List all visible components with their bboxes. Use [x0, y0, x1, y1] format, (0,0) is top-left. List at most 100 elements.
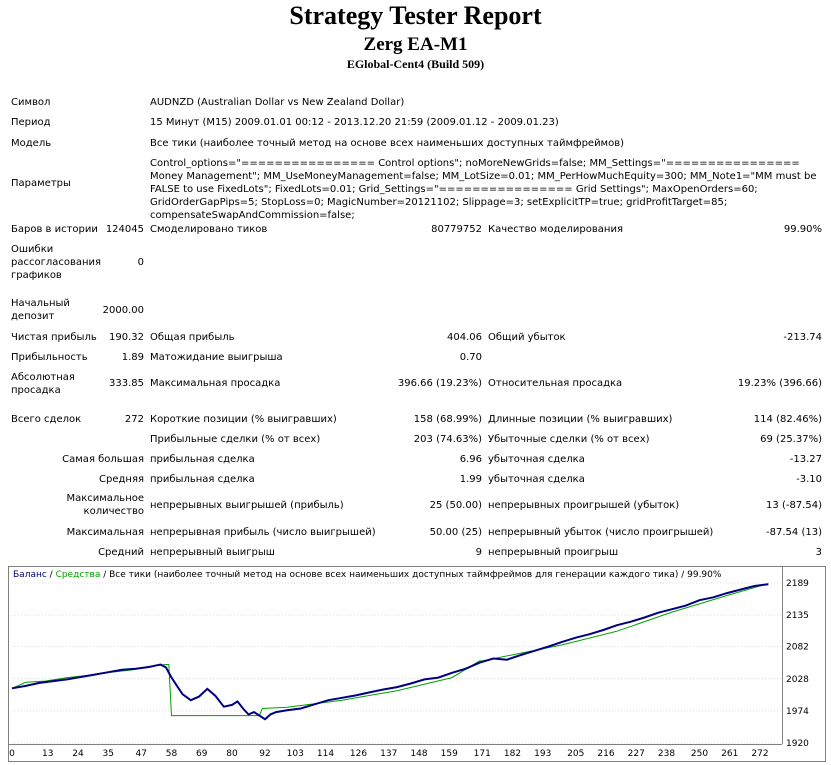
series-line-balance [11, 583, 769, 721]
x-tick-label: 69 [196, 749, 208, 759]
ticks-label: Смоделировано тиков [150, 224, 268, 235]
avg-losses-label: непрерывный проигрыш [488, 547, 619, 558]
cons-losses-label: непрерывных проигрышей (убыток) [488, 500, 680, 511]
abs-dd-label: Абсолютная просадка [11, 372, 75, 396]
cons-wins-value: 25 (50.00) [429, 500, 482, 511]
legend-sep2: / [100, 570, 109, 580]
avg-losses-value: 3 [815, 547, 822, 558]
x-tick-label: 103 [287, 749, 304, 759]
abs-dd-value: 333.85 [109, 378, 144, 389]
report-title: Strategy Tester Report [289, 1, 542, 30]
cons-wins-label: непрерывных выигрышей (прибыль) [150, 500, 344, 511]
y-tick-label: 2189 [786, 579, 809, 589]
largest-loss-value: -13.27 [789, 454, 822, 465]
errors-value: 0 [137, 257, 144, 268]
profit-trades-value: 203 (74.63%) [413, 434, 482, 445]
gross-loss-value: -213.74 [783, 332, 822, 343]
cons-profit-label: непрерывная прибыль (число выигрышей) [150, 527, 376, 538]
deposit-value: 2000.00 [102, 305, 144, 316]
x-tick-label: 250 [691, 749, 708, 759]
average-loss-label: убыточная сделка [488, 474, 585, 485]
x-tick-labels: 0 13 24 35 47 58 69 80 92 103 114 126 137 148 159 171 18… [9, 749, 768, 759]
max-count-label: Максимальное количество [66, 493, 144, 517]
params-value: Control_options="================ Contro… [150, 158, 817, 221]
x-tick-label: 24 [72, 749, 84, 759]
x-tick-label: 126 [350, 749, 367, 759]
x-tick-label: 227 [628, 749, 645, 759]
x-tick-label: 0 [9, 749, 15, 759]
y-tick-label: 2028 [786, 675, 809, 685]
pf-label: Прибыльность [11, 352, 88, 363]
loss-trades-label: Убыточные сделки (% от всех) [488, 434, 650, 445]
balance-chart: 0 13 24 35 47 58 69 80 92 103 114 126 137 148 159 171 18… [8, 566, 826, 762]
x-tick-label: 114 [317, 749, 334, 759]
net-label: Чистая прибыль [11, 332, 97, 343]
x-tick-label: 238 [658, 749, 675, 759]
average-profit-label: прибыльная сделка [150, 474, 255, 485]
errors-label: Ошибки рассогласования графиков [11, 244, 102, 281]
gross-profit-label: Общая прибыль [150, 332, 235, 343]
chart-frame [8, 566, 826, 762]
x-tick-label: 205 [567, 749, 584, 759]
rel-dd-value: 19.23% (396.66) [737, 378, 822, 389]
x-tick-label: 261 [721, 749, 738, 759]
cons-profit-value: 50.00 (25) [429, 527, 482, 538]
ticks-value: 80779752 [431, 224, 482, 235]
pf-value: 1.89 [121, 352, 144, 363]
trades-label: Всего сделок [11, 414, 82, 425]
symbol-label: Символ [11, 97, 51, 108]
legend-sep1: / [47, 570, 56, 580]
loss-trades-value: 69 (25.37%) [760, 434, 822, 445]
gross-loss-label: Общий убыток [488, 332, 566, 343]
series-layer [11, 583, 769, 721]
period-value: 15 Минут (M15) 2009.01.01 00:12 - 2013.1… [150, 117, 559, 128]
x-tick-label: 35 [103, 749, 114, 759]
y-tick-label: 2135 [786, 611, 809, 621]
x-tick-label: 80 [226, 749, 238, 759]
expected-label: Матожидание выигрыша [150, 352, 283, 363]
avg-wins-value: 9 [475, 547, 482, 558]
rel-dd-label: Относительная просадка [488, 378, 623, 389]
model-label: Модель [11, 138, 52, 149]
legend-note: Все тики (наиболее точный метод на основ… [109, 570, 722, 580]
average-loss-value: -3.10 [796, 474, 822, 485]
y-tick-labels: 2189 2135 2082 2028 1974 1920 [786, 579, 809, 749]
cons-loss-value: -87.54 (13) [766, 527, 822, 538]
x-tick-label: 47 [136, 749, 147, 759]
net-value: 190.32 [109, 332, 144, 343]
server-name: EGlobal-Cent4 (Build 509) [346, 57, 485, 71]
x-tick-label: 193 [534, 749, 551, 759]
average-profit-value: 1.99 [459, 474, 482, 485]
largest-profit-value: 6.96 [459, 454, 482, 465]
avg-wins-label: непрерывный выигрыш [150, 547, 275, 558]
bars-value: 124045 [105, 224, 144, 235]
short-label: Короткие позиции (% выигравших) [150, 414, 337, 425]
max-dd-label: Максимальная просадка [150, 378, 281, 389]
short-value: 158 (68.99%) [413, 414, 482, 425]
trades-value: 272 [124, 414, 144, 425]
params-label: Параметры [11, 178, 71, 189]
legend-equity: Средства [56, 570, 101, 580]
y-tick-label: 1974 [786, 707, 809, 717]
max-label: Максимальная [66, 527, 144, 538]
chart-legend: Баланс / Средства / Все тики (наиболее т… [13, 570, 722, 580]
average-label: Средняя [99, 474, 144, 485]
largest-label: Самая большая [62, 454, 144, 465]
x-tick-label: 58 [166, 749, 178, 759]
expected-value: 0.70 [459, 352, 482, 363]
model-value: Все тики (наиболее точный метод на основ… [150, 138, 625, 149]
symbol-value: AUDNZD (Australian Dollar vs New Zealand… [150, 97, 405, 108]
x-tick-label: 272 [751, 749, 768, 759]
report-subtitle: Zerg EA-M1 [363, 34, 468, 55]
long-label: Длинные позиции (% выигравших) [488, 414, 673, 425]
x-tick-label: 182 [504, 749, 521, 759]
y-tick-label: 2082 [786, 643, 809, 653]
x-tick-label: 159 [441, 749, 458, 759]
quality-label: Качество моделирования [488, 224, 623, 235]
chart-grid [12, 582, 782, 744]
x-tick-label: 137 [380, 749, 397, 759]
x-tick-label: 92 [259, 749, 270, 759]
avg-label: Средний [98, 547, 144, 558]
long-value: 114 (82.46%) [753, 414, 822, 425]
cons-loss-label: непрерывный убыток (число проигрышей) [488, 527, 714, 538]
